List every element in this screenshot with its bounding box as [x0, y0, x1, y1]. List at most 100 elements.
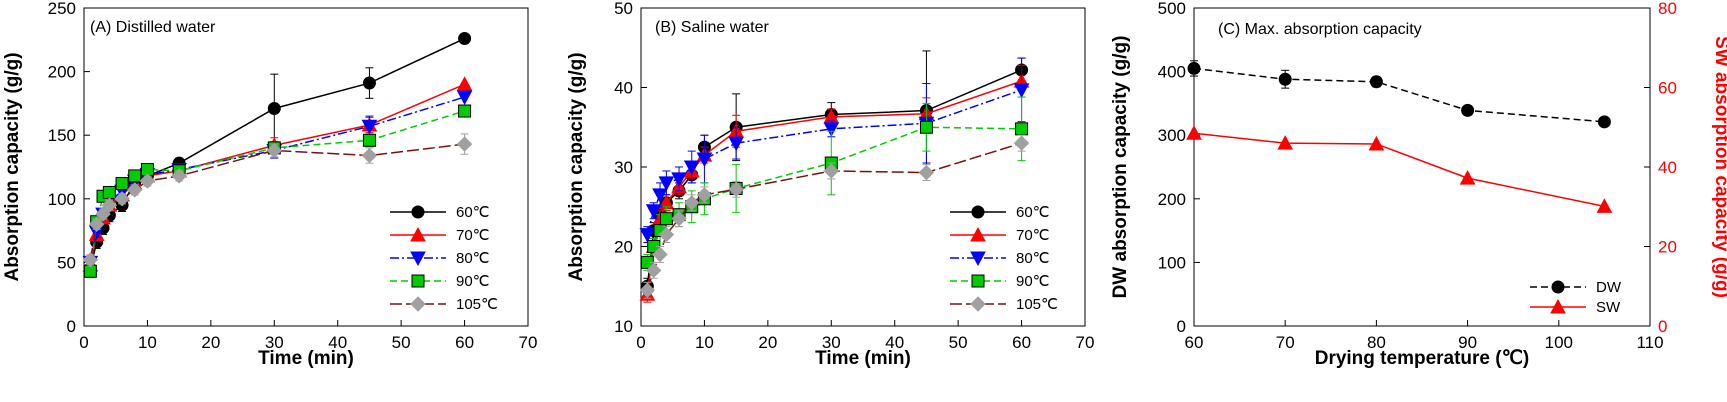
x-tick-label: 20	[201, 333, 220, 352]
x-tick-label: 50	[949, 333, 968, 352]
x-tick-label: 30	[822, 333, 841, 352]
panel-a-legend: 60℃ 70℃ 80℃ 90℃ 105℃	[390, 204, 498, 313]
data-point	[1013, 135, 1030, 151]
data-point	[919, 120, 933, 134]
data-point	[362, 133, 376, 147]
y-tick-label: 200	[1158, 190, 1186, 209]
panel-a-plot	[82, 32, 473, 279]
x-tick-label: 60	[1185, 333, 1204, 352]
series-line	[89, 110, 465, 272]
legend-marker	[1551, 280, 1565, 294]
data-point	[456, 136, 473, 152]
data-point	[918, 164, 935, 181]
panel-b-title: (B) Saline water	[655, 19, 769, 36]
panel-a-xlabel: Time (min)	[258, 348, 354, 369]
panel-c-frame	[1193, 7, 1651, 327]
panel-c: (C) Max. absorption capacity Drying temp…	[1110, 0, 1727, 369]
legend-label: 80℃	[1016, 250, 1050, 267]
data-point	[101, 197, 118, 213]
legend-marker	[970, 296, 986, 312]
y2-tick-label: 0	[1658, 317, 1667, 336]
data-point	[88, 216, 105, 232]
series-line	[89, 143, 465, 260]
y-tick-label: 150	[48, 126, 76, 145]
data-point	[684, 195, 700, 211]
data-point	[1278, 72, 1292, 86]
data-point	[1187, 61, 1201, 75]
legend-label: DW	[1596, 279, 1622, 296]
x-tick-label: 0	[636, 333, 645, 352]
x-tick-label: 60	[455, 333, 474, 352]
data-point	[458, 32, 472, 46]
data-point	[456, 90, 473, 106]
series-0	[1187, 60, 1611, 129]
legend-marker	[410, 251, 426, 267]
legend-marker	[410, 296, 426, 312]
data-point	[128, 169, 142, 183]
data-point	[1461, 103, 1475, 117]
y-tick-label: 40	[614, 79, 633, 98]
x-tick-label: 70	[519, 333, 538, 352]
x-tick-label: 50	[392, 333, 411, 352]
data-point	[645, 204, 662, 219]
panel-c-plot	[1186, 60, 1613, 213]
series-line	[89, 96, 465, 263]
data-point	[361, 119, 378, 135]
y-tick-label: 200	[48, 63, 76, 82]
legend-marker	[411, 205, 425, 219]
panel-b: (B) Saline water Time (min) Absorption c…	[566, 0, 1094, 369]
data-point	[683, 160, 700, 176]
panel-a: (A) Distilled water Time (min) Absorptio…	[2, 0, 537, 369]
legend-label: SW	[1596, 299, 1621, 316]
y-tick-label: 10	[614, 317, 633, 336]
y-tick-label: 100	[1158, 253, 1186, 272]
data-point	[102, 185, 116, 199]
y-tick-label: 400	[1158, 63, 1186, 82]
y-tick-label: 500	[1158, 0, 1186, 18]
data-point	[658, 176, 675, 191]
legend-marker	[971, 205, 985, 219]
x-tick-label: 20	[758, 333, 777, 352]
data-point	[645, 262, 662, 279]
x-tick-label: 70	[1076, 333, 1095, 352]
y-tick-label: 50	[57, 253, 76, 272]
series-line	[1193, 67, 1605, 123]
panel-c-legend: DW SW	[1530, 279, 1622, 316]
data-point	[456, 76, 473, 91]
data-point	[1015, 122, 1029, 136]
data-point	[652, 188, 668, 203]
data-point	[671, 210, 687, 227]
series-4	[639, 134, 1030, 299]
data-point	[95, 206, 111, 222]
y-tick-label: 30	[614, 158, 633, 177]
data-point	[823, 163, 839, 179]
legend-label: 90℃	[456, 273, 490, 290]
x-tick-label: 70	[1276, 333, 1295, 352]
x-tick-label: 100	[1545, 333, 1573, 352]
legend-label: 70℃	[456, 227, 490, 244]
data-point	[1013, 83, 1030, 98]
data-point	[1459, 170, 1476, 185]
data-point	[1277, 135, 1294, 150]
x-tick-label: 80	[1367, 333, 1386, 352]
data-point	[1369, 75, 1383, 89]
legend-label: 60℃	[1016, 204, 1050, 221]
panel-c-y2label: SW absorption capacity (g/g)	[1711, 36, 1727, 298]
legend-label: 60℃	[456, 204, 490, 221]
data-point	[1597, 115, 1611, 129]
panel-c-title: (C) Max. absorption capacity	[1218, 21, 1422, 38]
data-point	[658, 226, 675, 243]
series-2	[639, 57, 1030, 244]
x-tick-label: 30	[265, 333, 284, 352]
data-point	[671, 172, 687, 187]
y2-tick-label: 20	[1658, 238, 1677, 257]
data-point	[1186, 125, 1202, 140]
x-tick-label: 90	[1458, 333, 1477, 352]
y2-tick-label: 80	[1658, 0, 1677, 18]
x-tick-label: 40	[885, 333, 904, 352]
data-point	[696, 152, 713, 168]
series-1	[639, 64, 1030, 303]
panel-c-ylabel: DW absorption capacity (g/g)	[1110, 36, 1131, 299]
y2-tick-label: 40	[1658, 158, 1677, 177]
